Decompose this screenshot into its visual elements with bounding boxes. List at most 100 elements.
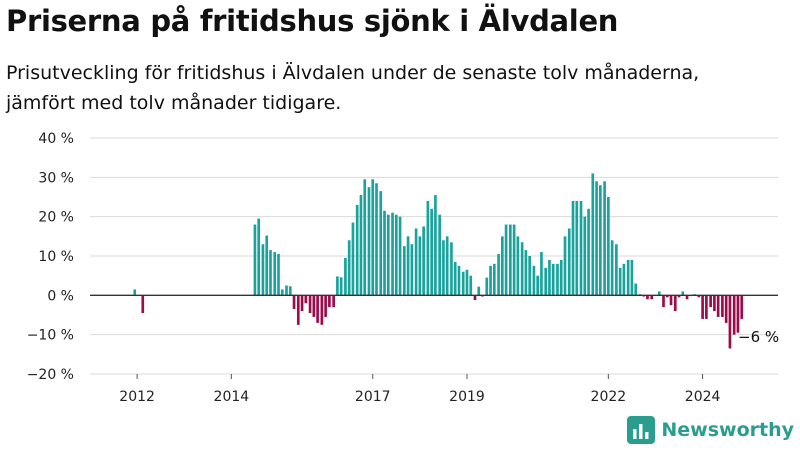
bar <box>716 295 720 317</box>
bar <box>540 252 543 296</box>
bar <box>563 236 567 296</box>
bar <box>622 263 626 296</box>
bar <box>391 212 394 296</box>
bar <box>497 254 500 296</box>
bar <box>556 263 559 296</box>
bar <box>701 295 704 319</box>
y-tick-label: 10 % <box>38 249 74 265</box>
bar <box>721 295 724 317</box>
bar <box>607 197 610 296</box>
bar <box>630 259 634 296</box>
bar <box>280 289 284 296</box>
bar <box>394 214 398 296</box>
bar <box>414 228 418 296</box>
x-axis-labels: 2012 2014 2017 2019 2022 2024 <box>119 374 721 405</box>
y-tick-label: 40 % <box>38 131 74 147</box>
chart-title: Priserna på fritidshus sjönk i Älvdalen <box>6 4 619 38</box>
bar <box>548 259 551 296</box>
bar <box>465 269 469 296</box>
bar <box>504 224 508 296</box>
bar <box>406 236 410 296</box>
x-tick-label: 2014 <box>214 389 250 405</box>
bar <box>662 295 665 308</box>
bar <box>277 254 280 296</box>
bar <box>634 283 638 296</box>
bar <box>324 295 327 317</box>
annotation: −6 % <box>738 328 779 346</box>
bar <box>732 295 736 335</box>
brand-name: Newsworthy <box>661 419 794 441</box>
bar <box>438 214 441 296</box>
bar <box>520 242 524 296</box>
bar <box>603 181 606 296</box>
bar <box>308 295 312 314</box>
bar <box>567 228 571 296</box>
bar <box>544 267 548 296</box>
bar <box>532 265 536 296</box>
y-axis-labels: −20 % −10 % 0 % 10 % 20 % 30 % 40 % <box>27 131 74 383</box>
bar <box>430 208 433 296</box>
bar <box>351 222 355 296</box>
bar <box>646 295 649 300</box>
bar <box>469 275 473 296</box>
bar <box>253 224 257 296</box>
bar <box>626 259 630 296</box>
bar <box>398 216 402 296</box>
x-tick-label: 2017 <box>355 389 391 405</box>
bar <box>402 246 406 296</box>
bar <box>595 181 598 296</box>
bar <box>665 295 669 298</box>
bar <box>426 200 430 296</box>
bar <box>450 242 453 296</box>
bar <box>371 179 375 296</box>
bar <box>422 226 425 296</box>
bar <box>477 286 481 296</box>
bar <box>273 252 277 296</box>
x-tick-label: 2024 <box>685 389 721 405</box>
bar <box>599 185 602 296</box>
bar <box>344 257 347 296</box>
bar <box>386 214 390 296</box>
bar <box>587 208 590 296</box>
bar <box>615 244 618 296</box>
bar <box>724 295 728 323</box>
last-value-label: −6 % <box>738 328 779 346</box>
bar <box>591 173 595 296</box>
x-tick-label: 2012 <box>119 389 155 405</box>
bar <box>669 295 673 306</box>
gridlines <box>90 137 778 375</box>
bar <box>265 235 269 296</box>
bar <box>728 295 732 349</box>
bar <box>445 236 449 296</box>
bar-chart-logo-icon <box>627 416 656 444</box>
bar <box>575 200 579 296</box>
bar <box>677 295 681 298</box>
x-tick-label: 2022 <box>591 389 627 405</box>
bar <box>347 240 351 296</box>
bar <box>453 261 457 296</box>
bar <box>650 295 654 300</box>
bar <box>304 295 308 304</box>
bar <box>312 295 316 317</box>
bar <box>339 277 343 296</box>
bar <box>367 187 371 296</box>
bar <box>536 275 540 296</box>
bar <box>681 291 685 296</box>
bar <box>657 291 661 296</box>
chart-subtitle: Prisutveckling för fritidshus i Älvdalen… <box>6 58 796 118</box>
bar <box>551 263 555 296</box>
bar-series <box>133 173 744 349</box>
bar <box>713 295 716 312</box>
bar <box>512 224 516 296</box>
bar <box>434 195 437 296</box>
y-tick-label: −10 % <box>27 328 74 344</box>
bar <box>500 236 504 296</box>
bar <box>473 295 477 301</box>
bar <box>300 295 304 312</box>
bar <box>485 277 489 296</box>
bar <box>740 295 744 319</box>
bar <box>705 295 708 319</box>
bar <box>610 240 614 296</box>
brand-logo: Newsworthy <box>627 416 794 444</box>
